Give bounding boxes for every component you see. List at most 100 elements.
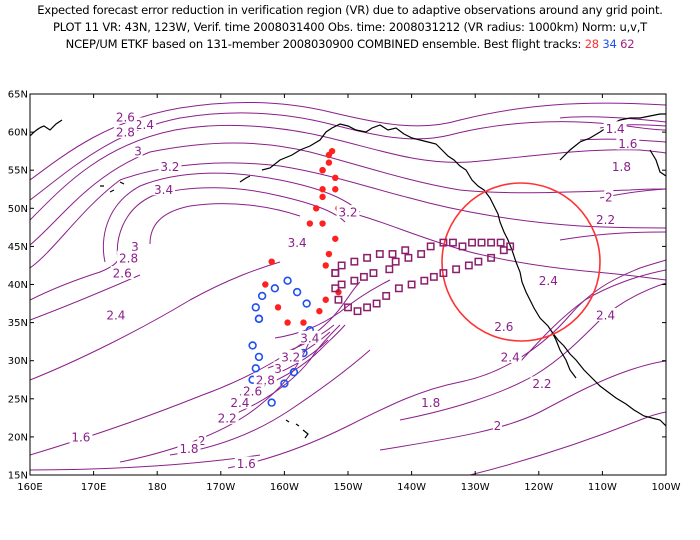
lon-label: 110W: [588, 482, 617, 493]
contour-label: 2.4: [501, 350, 520, 364]
contour-label: 1.8: [179, 442, 198, 456]
purple-track-point: [388, 250, 397, 258]
contour-label-bg: [616, 136, 640, 150]
contour-labels: 2.42.62.833.23.43.23.432.82.62.43.43.232…: [69, 109, 640, 471]
red-track-point: [325, 151, 333, 159]
contour-line: [30, 124, 666, 221]
contour-label-bg: [130, 239, 140, 253]
blue-track-point: [270, 284, 280, 293]
purple-track-point: [363, 253, 372, 262]
contour-label: 2: [605, 190, 613, 204]
purple-track-point: [344, 303, 352, 312]
red-track-point: [319, 186, 326, 193]
purple-track-point: [334, 295, 343, 304]
red-track-point: [313, 205, 320, 212]
purple-track-point: [359, 272, 368, 281]
contour-label-bg: [594, 212, 618, 226]
track-number-red: 28: [584, 37, 599, 51]
contour-line: [227, 259, 666, 469]
red-track-point: [268, 258, 275, 265]
contour-line: [169, 349, 371, 456]
red-track-point: [332, 186, 339, 193]
red-track-point: [300, 319, 307, 326]
contour-line: [274, 279, 391, 339]
contour-label-bg: [104, 307, 128, 321]
purple-track-point: [439, 238, 448, 247]
contour-label-bg: [113, 125, 137, 139]
contour-line: [149, 203, 301, 245]
contour-label: 2.4: [106, 308, 125, 322]
purple-track-point: [474, 257, 483, 266]
purple-track-point: [458, 242, 467, 251]
contour-label: 1.6: [71, 430, 90, 444]
contour-label-bg: [132, 117, 156, 131]
blue-track-point: [251, 364, 260, 373]
red-track-point: [332, 235, 339, 242]
purple-track-point: [353, 307, 362, 316]
purple-track-point: [391, 257, 400, 266]
lon-label: 160E: [17, 482, 42, 493]
contour-label: 3.4: [154, 183, 173, 197]
contour-label-bg: [419, 395, 443, 409]
contour-label: 3.4: [300, 331, 319, 345]
contour-label-bg: [498, 349, 522, 363]
red-track-point: [262, 281, 269, 288]
contour-label-bg: [241, 384, 265, 398]
purple-track-point: [350, 257, 359, 266]
map-background: [30, 94, 666, 475]
contour-label: 3: [134, 145, 142, 159]
contour-label: 2.4: [596, 308, 615, 322]
blue-track-point: [302, 299, 311, 308]
contour-label-bg: [253, 372, 277, 386]
purple-track-point: [331, 269, 340, 278]
purple-track-point: [487, 253, 496, 262]
contour-line: [469, 411, 666, 475]
blue-track-point: [254, 314, 264, 323]
lat-label: 50N: [8, 204, 28, 215]
purple-track-point: [350, 276, 359, 285]
figure-title-line1: Expected forecast error reduction in ver…: [37, 3, 663, 17]
red-track-point: [322, 262, 329, 269]
baja-peninsula: [551, 331, 577, 379]
contour-label: 2: [198, 434, 206, 448]
contour-label: 2.4: [539, 274, 558, 288]
contour-line: [30, 274, 141, 321]
contour-label: 3: [131, 240, 139, 254]
purple-track-point: [372, 299, 381, 308]
contour-line: [102, 172, 361, 263]
blue-track-point: [254, 352, 264, 362]
contour-label: 2.6: [116, 110, 135, 124]
contour-label: 3: [274, 362, 282, 376]
contour-label: 2.8: [119, 251, 138, 265]
contour-line: [559, 116, 666, 123]
lat-label: 25N: [8, 394, 28, 405]
track-number-blue: 34: [602, 37, 617, 51]
lon-label: 170E: [81, 482, 106, 493]
purple-track-point: [496, 238, 505, 247]
lat-label: 40N: [8, 280, 28, 291]
lat-label: 15N: [8, 471, 28, 482]
contour-label-bg: [492, 418, 502, 432]
purple-track-point: [375, 250, 384, 258]
red-track-point: [319, 193, 326, 201]
contour-label: 1.6: [618, 137, 637, 151]
contour-label-bg: [594, 307, 618, 321]
contour-label: 2.4: [135, 118, 154, 132]
contour-label-bg: [609, 159, 633, 173]
purple-flight-track: [331, 238, 515, 316]
lat-label: 65N: [8, 90, 28, 101]
lat-label: 60N: [8, 128, 28, 139]
aleutian-islands: [100, 181, 125, 193]
contour-label-bg: [177, 441, 201, 455]
contour-line: [30, 142, 666, 246]
red-track-point: [319, 220, 326, 227]
contour-label-bg: [604, 189, 614, 203]
purple-track-point: [464, 261, 473, 270]
contour-label-bg: [298, 330, 322, 344]
verification-region-circle: [441, 182, 601, 342]
blue-track-point: [248, 341, 257, 350]
figure-title-line2: PLOT 11 VR: 43N, 123W, Verif. time 20080…: [53, 20, 647, 34]
contour-label: 2.8: [116, 126, 135, 140]
